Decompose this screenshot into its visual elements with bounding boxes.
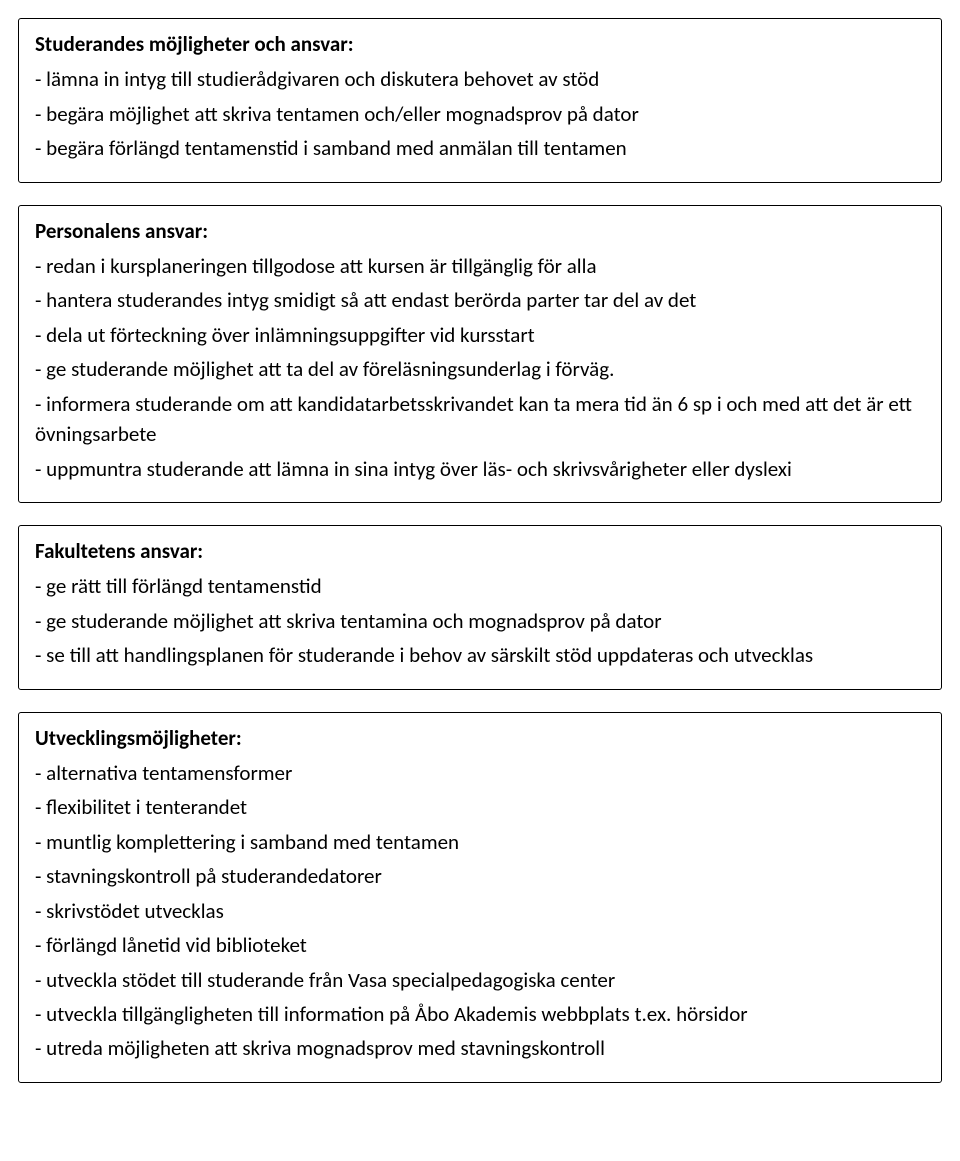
section-development-opportunities: Utvecklingsmöjligheter: - alternativa te…: [18, 712, 942, 1083]
list-item: - ge studerande möjlighet att ta del av …: [35, 354, 925, 384]
section-heading: Fakultetens ansvar:: [35, 538, 925, 565]
list-item: - flexibilitet i tenterandet: [35, 792, 925, 822]
list-item: - stavningskontroll på studerandedatorer: [35, 861, 925, 891]
section-heading: Studerandes möjligheter och ansvar:: [35, 31, 925, 58]
section-faculty-responsibilities: Fakultetens ansvar: - ge rätt till förlä…: [18, 525, 942, 690]
list-item: - skrivstödet utvecklas: [35, 896, 925, 926]
section-heading: Personalens ansvar:: [35, 218, 925, 245]
list-item: - alternativa tentamensformer: [35, 758, 925, 788]
list-item: - hantera studerandes intyg smidigt så a…: [35, 285, 925, 315]
list-item: - muntlig komplettering i samband med te…: [35, 827, 925, 857]
section-heading: Utvecklingsmöjligheter:: [35, 725, 925, 752]
list-item: - se till att handlingsplanen för studer…: [35, 640, 925, 670]
list-item: - förlängd lånetid vid biblioteket: [35, 930, 925, 960]
list-item: - utreda möjligheten att skriva mognadsp…: [35, 1033, 925, 1063]
list-item: - begära möjlighet att skriva tentamen o…: [35, 99, 925, 129]
list-item: - uppmuntra studerande att lämna in sina…: [35, 454, 925, 484]
list-item: - begära förlängd tentamenstid i samband…: [35, 133, 925, 163]
list-item: - informera studerande om att kandidatar…: [35, 389, 925, 450]
list-item: - lämna in intyg till studierådgivaren o…: [35, 64, 925, 94]
section-staff-responsibilities: Personalens ansvar: - redan i kursplaner…: [18, 205, 942, 503]
list-item: - utveckla stödet till studerande från V…: [35, 965, 925, 995]
list-item: - ge rätt till förlängd tentamenstid: [35, 571, 925, 601]
list-item: - utveckla tillgängligheten till informa…: [35, 999, 925, 1029]
list-item: - redan i kursplaneringen tillgodose att…: [35, 251, 925, 281]
list-item: - dela ut förteckning över inlämningsupp…: [35, 320, 925, 350]
section-student-responsibilities: Studerandes möjligheter och ansvar: - lä…: [18, 18, 942, 183]
list-item: - ge studerande möjlighet att skriva ten…: [35, 606, 925, 636]
